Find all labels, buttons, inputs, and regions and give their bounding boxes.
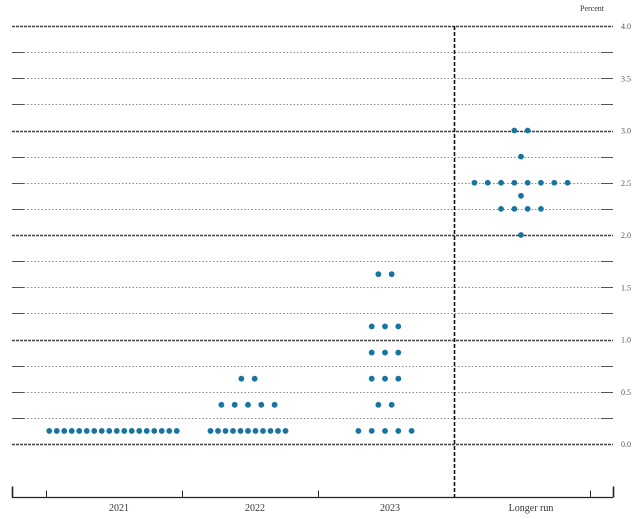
y-tick-label: 3.0 [621, 127, 631, 136]
projection-dot [245, 428, 251, 434]
projection-dot [267, 428, 274, 434]
projection-dot [368, 428, 375, 434]
projection-dot [375, 271, 382, 278]
projection-dot [564, 179, 571, 186]
projection-dot [61, 428, 68, 434]
projection-dot [143, 428, 150, 434]
projection-dot [511, 127, 518, 134]
projection-dot [551, 179, 558, 186]
projection-dot [238, 375, 245, 382]
projection-dot [511, 179, 518, 186]
projection-dot [237, 428, 244, 434]
projection-dot [388, 401, 395, 408]
x-category-label: 2023 [380, 503, 400, 514]
projection-dot [218, 401, 225, 408]
projection-dot [538, 205, 544, 212]
projection-dot [484, 179, 491, 186]
projection-dot [282, 428, 289, 434]
y-tick-label: 2.0 [621, 231, 631, 240]
projection-dot [121, 428, 128, 434]
projection-dot [136, 428, 143, 434]
projection-dot [98, 428, 105, 434]
projection-dot [76, 428, 83, 434]
projection-dot [271, 401, 278, 408]
projection-dot [222, 428, 229, 434]
projection-dot [395, 428, 402, 434]
projection-dot [511, 205, 518, 212]
projection-dot [518, 192, 524, 199]
projection-dot [395, 375, 402, 382]
projection-dot [388, 271, 395, 278]
projection-dot [106, 428, 113, 434]
projection-dot [368, 375, 375, 382]
projection-dot [53, 428, 60, 434]
projection-dot [251, 375, 258, 382]
y-tick-label: 1.5 [621, 283, 631, 292]
projection-dot [382, 323, 388, 330]
projection-dot [382, 349, 388, 356]
projection-dot [207, 428, 214, 434]
y-tick-label: 3.5 [621, 74, 631, 83]
projection-dot [215, 428, 221, 434]
projection-dot [231, 401, 238, 408]
unit-label: Percent [580, 4, 604, 13]
projection-dot [538, 179, 544, 186]
projection-dot [173, 428, 180, 434]
projection-dot [46, 428, 53, 434]
projection-dot [91, 428, 98, 434]
projection-dot [252, 428, 259, 434]
projection-dot [375, 401, 382, 408]
projection-dot [368, 349, 375, 356]
projection-dot [382, 428, 388, 434]
projection-dot [382, 375, 388, 382]
projection-dot [524, 127, 531, 134]
projection-dot [158, 428, 165, 434]
projection-dot [245, 401, 251, 408]
y-tick-label: 2.5 [621, 179, 631, 188]
projection-dot [471, 179, 478, 186]
projection-dot [275, 428, 281, 434]
x-category-label: 2022 [245, 503, 265, 514]
projection-dot [524, 179, 531, 186]
projection-dot [395, 323, 402, 330]
projection-dot [166, 428, 173, 434]
projection-dot [368, 323, 375, 330]
projection-dot [518, 153, 524, 160]
projection-dot [408, 428, 415, 434]
projection-dot [68, 428, 75, 434]
y-tick-label: 0.0 [621, 440, 631, 449]
projection-dot [230, 428, 236, 434]
projection-dot [395, 349, 402, 356]
projection-dot [113, 428, 120, 434]
y-tick-label: 0.5 [621, 388, 631, 397]
y-tick-label: 4.0 [621, 22, 631, 31]
x-category-label: Longer run [509, 503, 554, 514]
projection-dot [260, 428, 266, 434]
projection-dot [498, 179, 504, 186]
projection-dot [258, 401, 265, 408]
projection-dot [83, 428, 90, 434]
projection-dot [524, 205, 531, 212]
projection-dot [355, 428, 362, 434]
y-tick-label: 1.0 [621, 336, 631, 345]
projection-dot [498, 205, 504, 212]
projection-dot [151, 428, 158, 434]
projection-dot [518, 232, 524, 238]
x-category-label: 2021 [109, 503, 129, 514]
projection-dot [128, 428, 135, 434]
